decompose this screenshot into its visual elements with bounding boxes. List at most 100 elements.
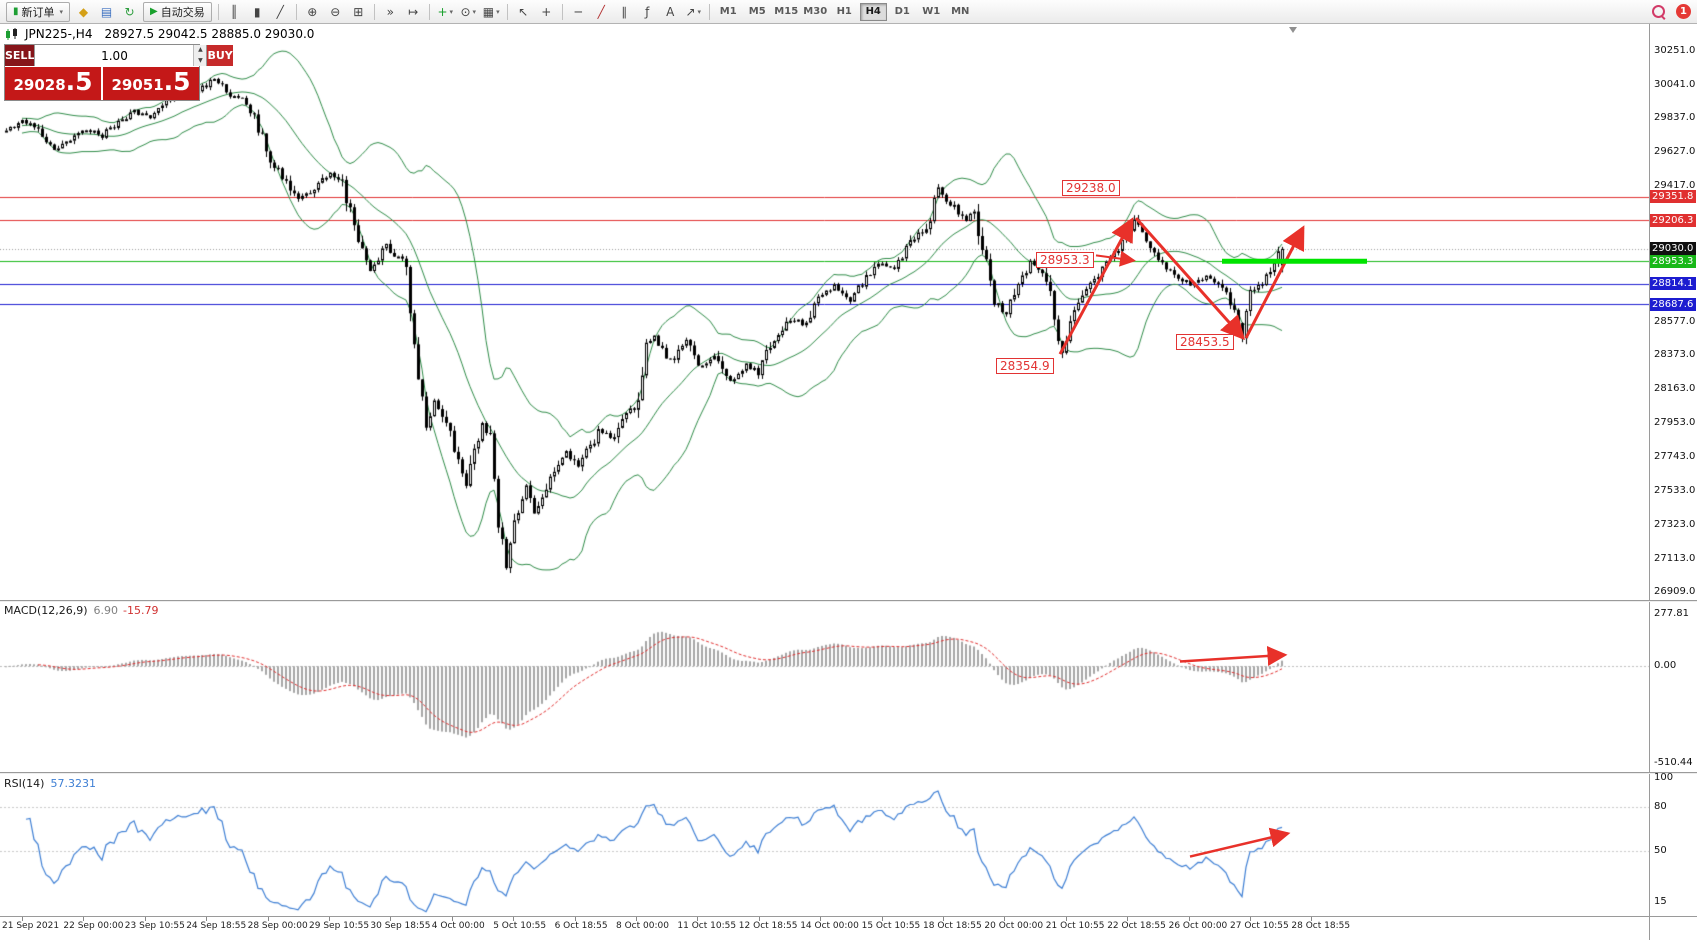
horizontal-line-icon[interactable]: ─ xyxy=(574,4,582,19)
timeframe-m15-button[interactable]: M15 xyxy=(774,6,799,17)
rsi-panel-separator[interactable] xyxy=(0,772,1697,774)
period-button[interactable]: ⊙ ▾ xyxy=(460,4,477,19)
price-axis-border xyxy=(1649,24,1650,940)
price-tick: 26909.0 xyxy=(1654,586,1696,598)
zoom-out-icon[interactable]: ⊖ xyxy=(330,4,341,19)
time-tick: 21 Oct 10:55 xyxy=(1045,921,1105,931)
ohlc-values: 28927.5 29042.5 28885.0 29030.0 xyxy=(104,27,315,41)
macd-canvas[interactable] xyxy=(0,602,1649,772)
fibonacci-icon[interactable]: ƒ xyxy=(645,4,650,19)
volume-down-button[interactable]: ▼ xyxy=(194,55,207,66)
time-tick-mark xyxy=(390,917,392,921)
time-tick-mark xyxy=(697,917,699,921)
sell-price-panel[interactable]: 29028 .5 xyxy=(5,67,101,100)
timeframe-d1-button[interactable]: D1 xyxy=(894,6,910,17)
symbol-timeframe: JPN225-,H4 xyxy=(25,27,93,41)
time-tick-mark xyxy=(206,917,208,921)
main-chart-canvas[interactable] xyxy=(0,24,1649,600)
volume-up-button[interactable]: ▲ xyxy=(194,45,207,56)
arrows-icon[interactable]: ↗ ▾ xyxy=(685,4,702,19)
sell-button[interactable]: SELL xyxy=(5,45,35,66)
price-label-28953.3: 28953.3 xyxy=(1650,254,1696,268)
annotation-28354.9[interactable]: 28354.9 xyxy=(996,358,1054,375)
time-tick: 22 Oct 18:55 xyxy=(1107,921,1166,931)
timeframe-w1-button[interactable]: W1 xyxy=(922,6,941,17)
chart-shift-marker[interactable] xyxy=(1289,27,1297,33)
toolbar-separator xyxy=(561,3,563,20)
time-tick: 18 Oct 18:55 xyxy=(923,921,982,931)
macd-tick: 0.00 xyxy=(1654,660,1677,672)
candlestick-chart-icon[interactable]: ▮ xyxy=(253,4,261,19)
notification-badge[interactable]: 1 xyxy=(1676,4,1691,19)
macd-indicator-label: MACD(12,26,9) 6.90 -15.79 xyxy=(4,604,159,617)
rsi-canvas[interactable] xyxy=(0,774,1649,916)
auto-trading-button-label: 自动交易 xyxy=(160,5,205,19)
new-chart-button-caret: ▾ xyxy=(449,7,454,16)
time-tick-mark xyxy=(820,917,822,921)
price-tick: 29417.0 xyxy=(1654,180,1696,192)
time-axis-separator xyxy=(0,916,1697,917)
toolbar-separator xyxy=(708,3,710,20)
new-order-button-icon: ▮ xyxy=(13,6,19,17)
refresh-icon[interactable]: ↻ xyxy=(124,4,135,19)
annotation-28453.5[interactable]: 28453.5 xyxy=(1176,334,1234,351)
time-tick: 28 Sep 00:00 xyxy=(247,921,308,931)
time-axis: 21 Sep 2021 22 Sep 00:00 23 Sep 10:55 24 Se… xyxy=(0,917,1649,940)
buy-price-panel[interactable]: 29051 .5 xyxy=(103,67,199,100)
volume-input[interactable] xyxy=(35,45,194,66)
candlestick-icon xyxy=(6,28,17,40)
timeframe-m1-button[interactable]: M1 xyxy=(719,6,737,17)
price-tick: 27323.0 xyxy=(1654,519,1696,531)
timeframe-h1-button[interactable]: H1 xyxy=(836,6,852,17)
toolbar-separator xyxy=(373,3,375,20)
macd-tick: -510.44 xyxy=(1654,756,1693,768)
timeframe-m5-button[interactable]: M5 xyxy=(748,6,766,17)
auto-trading-button[interactable]: ▶ 自动交易 xyxy=(143,1,212,22)
time-tick: 26 Oct 00:00 xyxy=(1168,921,1228,931)
time-tick-mark xyxy=(1065,917,1067,921)
price-tick: 27743.0 xyxy=(1654,451,1696,463)
navigator-icon[interactable]: ▤ xyxy=(100,4,113,19)
text-icon[interactable]: A xyxy=(666,4,675,19)
template-button[interactable]: ▦ ▾ xyxy=(482,4,500,19)
template-button-caret: ▾ xyxy=(496,7,500,16)
time-tick: 14 Oct 00:00 xyxy=(800,921,859,931)
chart-shift-icon[interactable]: ↦ xyxy=(408,4,419,19)
time-tick-mark xyxy=(1188,917,1190,921)
rsi-tick: 100 xyxy=(1654,772,1674,784)
annotation-28953.3[interactable]: 28953.3 xyxy=(1036,252,1094,269)
new-order-button[interactable]: ▮ 新订单 ▾ xyxy=(6,1,71,22)
price-tick: 28577.0 xyxy=(1654,316,1696,328)
toolbar-separator xyxy=(217,3,219,20)
cursor-icon[interactable]: ↖ xyxy=(518,4,529,19)
trendline-icon[interactable]: ╱ xyxy=(597,4,605,19)
search-icon[interactable] xyxy=(1652,4,1666,19)
price-tick: 30251.0 xyxy=(1654,45,1696,57)
buy-button[interactable]: BUY xyxy=(207,45,233,66)
channel-icon[interactable]: ∥ xyxy=(621,4,628,19)
bar-chart-icon[interactable]: ║ xyxy=(230,4,238,19)
time-tick: 28 Oct 18:55 xyxy=(1291,921,1351,931)
new-order-button-caret: ▾ xyxy=(59,7,64,16)
crosshair-icon[interactable]: + xyxy=(541,4,552,19)
time-tick: 6 Oct 18:55 xyxy=(554,921,608,931)
toolbar-separator xyxy=(295,3,297,20)
time-tick-mark xyxy=(329,917,330,921)
timeframe-h4-button[interactable]: H4 xyxy=(859,2,887,21)
line-chart-icon[interactable]: ╱ xyxy=(276,4,284,19)
time-tick-mark xyxy=(22,917,23,921)
time-tick: 8 Oct 00:00 xyxy=(616,921,669,931)
tile-windows-icon[interactable]: ⊞ xyxy=(353,4,364,19)
rsi-name: RSI(14) xyxy=(4,777,45,790)
price-label-28814.1: 28814.1 xyxy=(1650,277,1696,291)
time-tick-mark xyxy=(451,917,453,921)
toolbar-separator xyxy=(506,3,508,20)
market-watch-icon[interactable]: ◆ xyxy=(78,4,89,19)
new-chart-button[interactable]: + ▾ xyxy=(437,4,454,19)
auto-scroll-icon[interactable]: » xyxy=(386,4,394,19)
timeframe-mn-button[interactable]: MN xyxy=(951,6,970,17)
annotation-29238.0[interactable]: 29238.0 xyxy=(1062,180,1120,197)
zoom-in-icon[interactable]: ⊕ xyxy=(307,4,318,19)
timeframe-m30-button[interactable]: M30 xyxy=(803,6,828,17)
macd-panel-separator[interactable] xyxy=(0,600,1697,602)
